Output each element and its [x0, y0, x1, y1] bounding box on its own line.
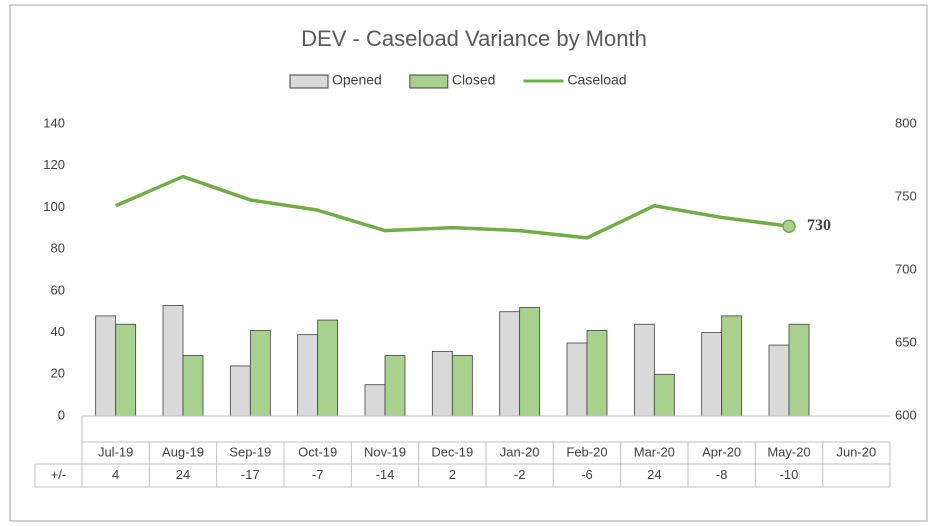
table-cell: -6 — [581, 467, 593, 482]
bar — [451, 355, 473, 417]
y-tick-label: 100 — [43, 199, 65, 214]
y-tick-label: 20 — [51, 366, 65, 381]
y-tick-label: 80 — [51, 241, 65, 256]
y2-tick-label: 650 — [895, 334, 917, 349]
table-row-label: +/- — [51, 467, 67, 482]
bar — [653, 373, 675, 417]
bar — [317, 319, 339, 417]
table-cell: -17 — [241, 467, 260, 482]
bar — [499, 311, 521, 417]
caseload-line — [114, 174, 790, 240]
chart-title: DEV - Caseload Variance by Month — [301, 26, 647, 51]
y-tick-label: 40 — [51, 324, 65, 339]
bar — [788, 323, 810, 417]
x-tick-label: Jun-20 — [836, 444, 876, 459]
bar — [633, 323, 655, 417]
bar — [431, 350, 453, 417]
bar — [115, 323, 137, 417]
table-cell: 4 — [112, 467, 119, 482]
x-tick-label: Jan-20 — [500, 444, 540, 459]
data-label: 730 — [807, 217, 831, 234]
y-tick-label: 60 — [51, 282, 65, 297]
bar — [586, 330, 608, 417]
bar — [162, 305, 184, 417]
legend-swatch — [289, 74, 329, 89]
bar — [297, 334, 319, 417]
legend-label: Caseload — [567, 72, 626, 88]
table-cell: -8 — [716, 467, 728, 482]
y-tick-label: 0 — [58, 407, 65, 422]
x-tick-label: Oct-19 — [298, 444, 337, 459]
x-tick-label: Mar-20 — [634, 444, 675, 459]
line-marker — [782, 219, 796, 233]
y2-tick-label: 600 — [895, 407, 917, 422]
table-cell: 24 — [647, 467, 661, 482]
table-cell: 2 — [449, 467, 456, 482]
x-tick-label: Sep-19 — [229, 444, 271, 459]
bar — [229, 365, 251, 417]
y-tick-label: 140 — [43, 115, 65, 130]
legend-label: Closed — [452, 72, 496, 88]
x-tick-label: Dec-19 — [431, 444, 473, 459]
bar — [95, 315, 117, 417]
bar — [566, 342, 588, 417]
bar — [249, 330, 271, 417]
x-tick-label: Aug-19 — [162, 444, 204, 459]
bar — [182, 355, 204, 417]
bar — [519, 307, 541, 417]
x-tick-label: Nov-19 — [364, 444, 406, 459]
bar — [701, 332, 723, 417]
bar — [721, 315, 743, 417]
y2-tick-label: 800 — [895, 115, 917, 130]
x-tick-label: Apr-20 — [702, 444, 741, 459]
table-cell: -14 — [376, 467, 395, 482]
legend-swatch — [409, 74, 449, 89]
legend-label: Opened — [332, 72, 382, 88]
table-cell: -10 — [780, 467, 799, 482]
bar — [364, 384, 386, 417]
y2-tick-label: 700 — [895, 261, 917, 276]
chart-border — [9, 4, 928, 522]
x-tick-label: Feb-20 — [566, 444, 607, 459]
x-tick-label: May-20 — [767, 444, 810, 459]
table-cell: 24 — [176, 467, 190, 482]
y2-tick-label: 750 — [895, 188, 917, 203]
table-cell: -7 — [312, 467, 324, 482]
bar — [768, 344, 790, 417]
bar — [384, 355, 406, 417]
y-tick-label: 120 — [43, 157, 65, 172]
x-tick-label: Jul-19 — [98, 444, 133, 459]
table-cell: -2 — [514, 467, 526, 482]
